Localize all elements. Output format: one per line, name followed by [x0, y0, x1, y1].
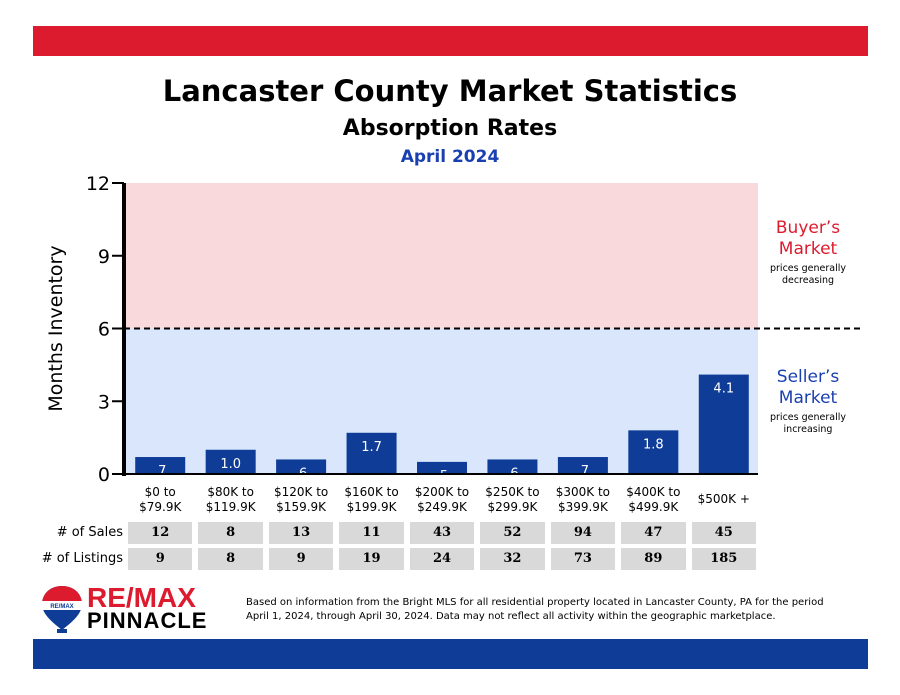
x-tick-label: $200K to $249.9K	[415, 485, 469, 514]
logo-remax-text: RE/MAX	[87, 582, 196, 613]
seller-title-line1: Seller’s	[776, 367, 840, 387]
listings-cell: 19	[339, 548, 404, 570]
top-brand-bar	[33, 26, 868, 56]
x-tick-label: $0 to $79.9K	[139, 485, 182, 514]
page-title: Lancaster County Market Statistics	[162, 74, 738, 108]
y-tick-label: 6	[98, 319, 110, 341]
sales-cell: 52	[480, 522, 545, 544]
balloon-text: RE/MAX	[50, 604, 73, 610]
remax-pinnacle-logo: RE/MAX RE/MAX PINNACLE	[40, 584, 230, 634]
logo-pinnacle-text: PINNACLE	[87, 608, 208, 633]
bar-5	[487, 459, 538, 474]
y-tick-label: 0	[98, 464, 110, 486]
chart-subtitle: Absorption Rates	[342, 116, 558, 141]
listings-cell: 9	[128, 548, 193, 570]
buyer-note-line1: prices generally	[770, 263, 846, 274]
data-source-footnote: Based on information from the Bright MLS…	[246, 596, 846, 624]
buyer-note-line2: decreasing	[781, 275, 835, 286]
footnote-line2: April 1, 2024, through April 30, 2024. D…	[246, 611, 776, 622]
bar-value-label: 1.7	[361, 440, 382, 455]
bar-8	[698, 374, 749, 474]
bar-1	[205, 449, 256, 474]
bar-value-label: 4.1	[713, 382, 734, 397]
bar-6	[557, 457, 608, 474]
seller-note: prices generally increasing	[762, 412, 854, 436]
footnote-line1: Based on information from the Bright MLS…	[246, 597, 824, 608]
sales-cell: 12	[128, 522, 193, 544]
chart-period: April 2024	[400, 147, 500, 167]
x-tick-label: $400K to $499.9K	[626, 485, 680, 514]
x-tick-label: $80K to $119.9K	[206, 485, 257, 514]
seller-note-line2: increasing	[783, 424, 833, 435]
listings-cell: 73	[550, 548, 616, 570]
buyer-title-line2: Market	[778, 239, 838, 259]
bar-value-label: .5	[436, 469, 448, 484]
balloon-icon: RE/MAX	[42, 586, 82, 633]
bar-2	[276, 459, 327, 474]
bar-0	[135, 457, 186, 474]
bar-3	[346, 432, 397, 474]
bar-value-label: 1.8	[643, 437, 664, 452]
listings-cell: 24	[409, 548, 475, 570]
buyer-market-zone	[124, 183, 758, 329]
y-tick-label: 12	[86, 173, 110, 195]
sales-cell: 94	[550, 522, 616, 544]
seller-market-label: Seller’s Market prices generally increas…	[762, 367, 854, 436]
x-tick-label: $500K +	[698, 492, 750, 506]
sales-cell: 45	[691, 522, 756, 544]
listings-cell: 185	[691, 548, 756, 570]
sales-cell: 13	[268, 522, 334, 544]
listings-cell: 8	[198, 548, 263, 570]
y-tick-label: 9	[98, 246, 110, 268]
listings-cell: 9	[268, 548, 334, 570]
y-tick-label: 3	[98, 391, 110, 413]
sales-cell: 47	[621, 522, 686, 544]
listings-row-label: # of Listings	[41, 551, 123, 566]
x-tick-label: $160K to $199.9K	[344, 485, 398, 514]
buyer-market-label: Buyer’s Market prices generally decreasi…	[762, 218, 854, 287]
buyer-note: prices generally decreasing	[762, 263, 854, 287]
bottom-brand-bar	[33, 639, 868, 669]
seller-note-line1: prices generally	[770, 412, 846, 423]
sales-row-label: # of Sales	[56, 525, 123, 540]
y-axis-label: Months Inventory	[45, 245, 67, 411]
buyer-title-line1: Buyer’s	[775, 218, 841, 238]
x-tick-label: $120K to $159.9K	[274, 485, 328, 514]
bar-value-label: .7	[577, 464, 589, 479]
seller-title-line2: Market	[778, 388, 838, 408]
sales-cell: 43	[409, 522, 475, 544]
sales-cell: 11	[339, 522, 404, 544]
listings-cell: 32	[480, 548, 545, 570]
x-tick-label: $250K to $299.9K	[485, 485, 539, 514]
sales-cell: 8	[198, 522, 263, 544]
listings-cell: 89	[621, 548, 686, 570]
bar-value-label: 1.0	[220, 457, 241, 472]
bar-7	[628, 430, 679, 474]
bar-value-label: .7	[154, 464, 166, 479]
bar-4	[417, 461, 467, 474]
x-tick-label: $300K to $399.9K	[556, 485, 610, 514]
